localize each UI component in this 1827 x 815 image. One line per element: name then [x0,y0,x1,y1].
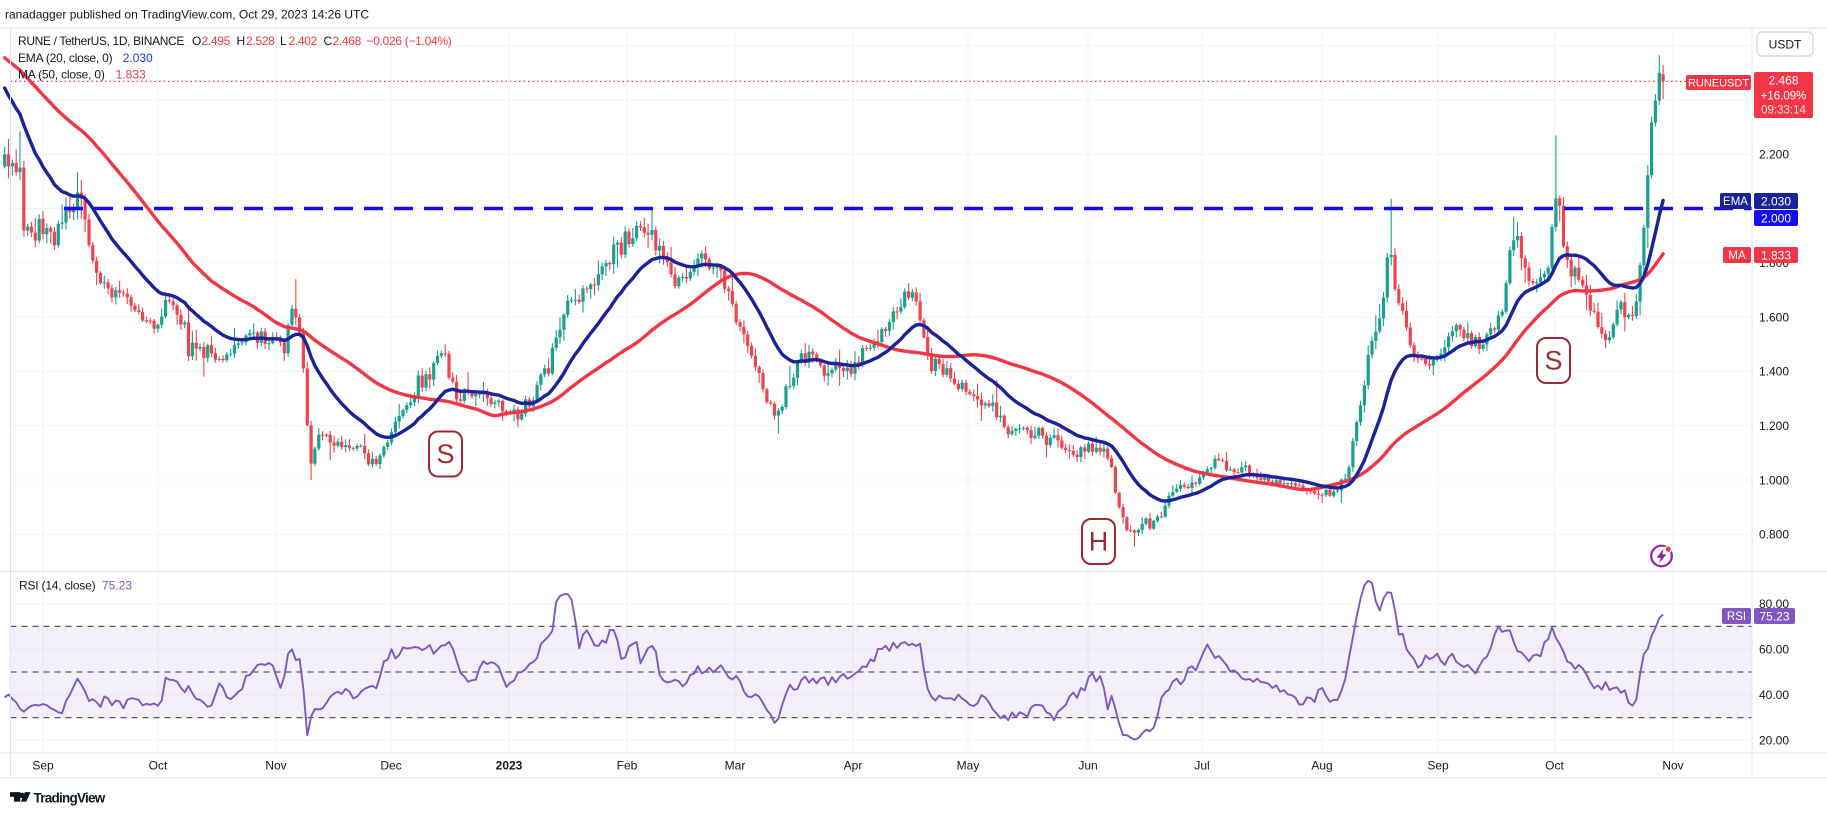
svg-text:RSI: RSI [1727,611,1746,623]
svg-text:Jul: Jul [1194,758,1209,772]
svg-text:Sep: Sep [32,758,54,772]
svg-text:Oct: Oct [149,758,168,772]
svg-text:2.495: 2.495 [202,34,231,48]
svg-text:2.000: 2.000 [1761,211,1791,225]
svg-text:1.200: 1.200 [1759,419,1789,433]
svg-text:Apr: Apr [844,758,863,772]
svg-text:Nov: Nov [265,758,286,772]
svg-text:C: C [324,34,333,48]
svg-text:1.400: 1.400 [1759,365,1789,379]
svg-text:60.00: 60.00 [1759,643,1789,657]
svg-text:Aug: Aug [1311,758,1332,772]
svg-text:09:33:14: 09:33:14 [1761,105,1806,117]
svg-text:RUNE / TetherUS, 1D, BINANCE: RUNE / TetherUS, 1D, BINANCE [18,34,184,48]
svg-text:0.800: 0.800 [1759,528,1789,542]
svg-text:MA: MA [1728,250,1746,262]
svg-text:Sep: Sep [1427,758,1449,772]
svg-text:TradingView: TradingView [34,791,106,806]
svg-text:2.030: 2.030 [123,51,153,65]
svg-text:75.23: 75.23 [1759,609,1789,623]
svg-text:2.468: 2.468 [333,34,362,48]
svg-text:H: H [1089,527,1109,557]
svg-text:1.600: 1.600 [1759,310,1789,324]
svg-text:S: S [436,439,454,469]
svg-text:RSI (14, close): RSI (14, close) [19,578,96,592]
svg-text:H: H [237,34,246,48]
svg-text:2.030: 2.030 [1761,194,1791,208]
svg-text:−0.026 (−1.04%): −0.026 (−1.04%) [367,34,452,48]
svg-text:Mar: Mar [725,758,746,772]
svg-text:Oct: Oct [1545,758,1564,772]
svg-text:Nov: Nov [1662,758,1683,772]
svg-text:MA (50, close, 0): MA (50, close, 0) [18,68,105,82]
svg-text:L: L [280,34,287,48]
svg-text:ranadagger published on Tradin: ranadagger published on TradingView.com,… [5,8,369,22]
svg-text:S: S [1544,346,1562,376]
svg-text:2.402: 2.402 [289,34,318,48]
svg-text:2023: 2023 [496,758,523,772]
svg-text:1.000: 1.000 [1759,473,1789,487]
svg-text:75.23: 75.23 [102,578,132,592]
svg-text:1.833: 1.833 [1761,248,1791,262]
svg-text:+16.09%: +16.09% [1761,91,1807,103]
svg-text:1.833: 1.833 [116,68,146,82]
svg-text:RUNEUSDT: RUNEUSDT [1688,77,1749,89]
svg-text:O: O [192,34,201,48]
svg-text:2.528: 2.528 [246,34,275,48]
svg-text:20.00: 20.00 [1759,734,1789,748]
svg-text:EMA (20, close, 0): EMA (20, close, 0) [18,51,113,65]
svg-text:2.468: 2.468 [1768,74,1798,88]
svg-text:EMA: EMA [1723,196,1748,208]
svg-text:40.00: 40.00 [1759,688,1789,702]
svg-text:2.200: 2.200 [1759,148,1789,162]
svg-text:Dec: Dec [380,758,401,772]
svg-text:May: May [957,758,980,772]
svg-text:Feb: Feb [617,758,638,772]
svg-text:USDT: USDT [1769,37,1802,51]
svg-text:Jun: Jun [1078,758,1097,772]
svg-text:80.00: 80.00 [1759,597,1789,611]
